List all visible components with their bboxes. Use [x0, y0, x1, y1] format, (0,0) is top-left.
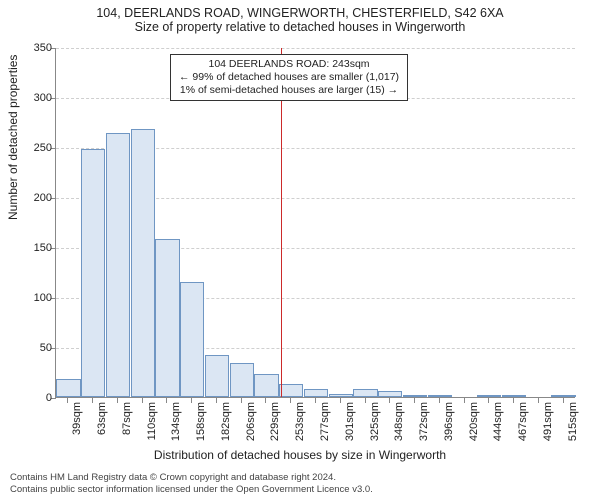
xtick-label: 491sqm [542, 402, 554, 441]
histogram-bar [403, 395, 427, 397]
x-axis-label: Distribution of detached houses by size … [0, 448, 600, 462]
histogram-bar [230, 363, 254, 397]
annotation-line-2: ← 99% of detached houses are smaller (1,… [179, 71, 399, 84]
xtick-label: 420sqm [468, 402, 480, 441]
histogram-bar [180, 282, 204, 397]
xtick-mark [241, 398, 242, 403]
gridline [56, 48, 575, 49]
histogram-bar [378, 391, 402, 397]
xtick-mark [67, 398, 68, 403]
xtick-label: 63sqm [96, 402, 108, 435]
xtick-mark [265, 398, 266, 403]
xtick-label: 110sqm [146, 402, 158, 440]
xtick-mark [464, 398, 465, 403]
xtick-label: 277sqm [319, 402, 331, 441]
footer-line-1: Contains HM Land Registry data © Crown c… [10, 472, 373, 484]
chart-titles: 104, DEERLANDS ROAD, WINGERWORTH, CHESTE… [0, 0, 600, 34]
xtick-mark [414, 398, 415, 403]
ytick-label: 300 [22, 92, 52, 104]
xtick-label: 87sqm [121, 402, 133, 435]
footer-line-2: Contains public sector information licen… [10, 484, 373, 496]
ytick-label: 50 [22, 342, 52, 354]
histogram-bar [477, 395, 501, 397]
histogram-bar [279, 384, 303, 397]
ytick-label: 250 [22, 142, 52, 154]
histogram-bar [131, 129, 155, 397]
title-line1: 104, DEERLANDS ROAD, WINGERWORTH, CHESTE… [0, 6, 600, 20]
xtick-mark [142, 398, 143, 403]
xtick-label: 515sqm [567, 402, 579, 441]
xtick-label: 348sqm [393, 402, 405, 441]
annotation-line-1: 104 DEERLANDS ROAD: 243sqm [179, 58, 399, 71]
footer-attribution: Contains HM Land Registry data © Crown c… [10, 472, 373, 496]
xtick-mark [92, 398, 93, 403]
annotation-box: 104 DEERLANDS ROAD: 243sqm ← 99% of deta… [170, 54, 408, 101]
xtick-label: 158sqm [195, 402, 207, 441]
xtick-label: 325sqm [369, 402, 381, 441]
xtick-label: 301sqm [344, 402, 356, 441]
chart-area: 050100150200250300350 104 DEERLANDS ROAD… [55, 48, 575, 398]
xtick-mark [389, 398, 390, 403]
histogram-bar [329, 394, 353, 397]
xtick-mark [538, 398, 539, 403]
histogram-bar [81, 149, 105, 397]
xtick-label: 182sqm [220, 402, 232, 441]
histogram-bar [551, 395, 575, 397]
histogram-bar [205, 355, 229, 397]
xtick-mark [513, 398, 514, 403]
histogram-bar [56, 379, 80, 397]
ytick-label: 0 [22, 392, 52, 404]
xtick-label: 134sqm [170, 402, 182, 441]
xtick-mark [340, 398, 341, 403]
xtick-label: 253sqm [294, 402, 306, 441]
histogram-bar [254, 374, 278, 397]
ytick-label: 100 [22, 292, 52, 304]
histogram-bar [353, 389, 377, 397]
ytick-label: 150 [22, 242, 52, 254]
histogram-bar [428, 395, 452, 397]
y-axis-label: Number of detached properties [6, 55, 20, 220]
xtick-mark [166, 398, 167, 403]
xtick-label: 229sqm [269, 402, 281, 441]
xtick-mark [216, 398, 217, 403]
xtick-label: 206sqm [245, 402, 257, 441]
title-line2: Size of property relative to detached ho… [0, 20, 600, 34]
ytick-label: 200 [22, 192, 52, 204]
xtick-mark [439, 398, 440, 403]
histogram-bar [304, 389, 328, 397]
xtick-label: 372sqm [418, 402, 430, 441]
xtick-mark [488, 398, 489, 403]
histogram-bar [502, 395, 526, 397]
histogram-bar [155, 239, 179, 397]
xtick-mark [315, 398, 316, 403]
xtick-label: 396sqm [443, 402, 455, 441]
annotation-line-3: 1% of semi-detached houses are larger (1… [179, 84, 399, 97]
ytick-label: 350 [22, 42, 52, 54]
xtick-label: 467sqm [517, 402, 529, 441]
xtick-label: 444sqm [492, 402, 504, 441]
xtick-mark [563, 398, 564, 403]
xtick-label: 39sqm [71, 402, 83, 435]
xtick-mark [365, 398, 366, 403]
xtick-mark [117, 398, 118, 403]
histogram-bar [106, 133, 130, 397]
xtick-mark [290, 398, 291, 403]
xtick-mark [191, 398, 192, 403]
